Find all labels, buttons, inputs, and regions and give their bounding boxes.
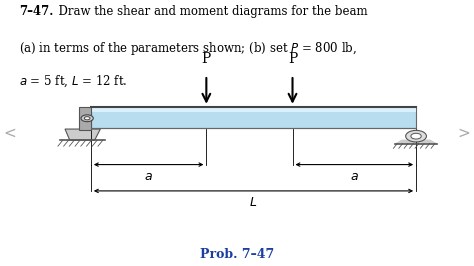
Polygon shape <box>395 140 438 144</box>
Circle shape <box>406 130 427 142</box>
Circle shape <box>81 115 93 122</box>
Text: >: > <box>457 126 470 140</box>
Text: $L$: $L$ <box>249 196 257 209</box>
Text: P: P <box>288 52 297 66</box>
Text: Prob. 7–47: Prob. 7–47 <box>200 248 274 261</box>
Bar <box>79 107 91 130</box>
Text: P: P <box>202 52 211 66</box>
Polygon shape <box>65 129 100 140</box>
Text: $a$: $a$ <box>350 170 359 183</box>
Text: $a$: $a$ <box>144 170 153 183</box>
Text: Draw the shear and moment diagrams for the beam: Draw the shear and moment diagrams for t… <box>51 5 367 18</box>
Text: $a$ = 5 ft, $L$ = 12 ft.: $a$ = 5 ft, $L$ = 12 ft. <box>19 74 128 89</box>
Circle shape <box>411 133 421 139</box>
Bar <box>91 107 416 128</box>
Bar <box>91 107 416 108</box>
Text: (a) in terms of the parameters shown; (b) set $P$ = 800 lb,: (a) in terms of the parameters shown; (b… <box>19 40 357 57</box>
Bar <box>91 107 416 112</box>
Text: 7–47.: 7–47. <box>19 5 54 18</box>
Circle shape <box>84 117 90 120</box>
Text: <: < <box>4 126 17 140</box>
